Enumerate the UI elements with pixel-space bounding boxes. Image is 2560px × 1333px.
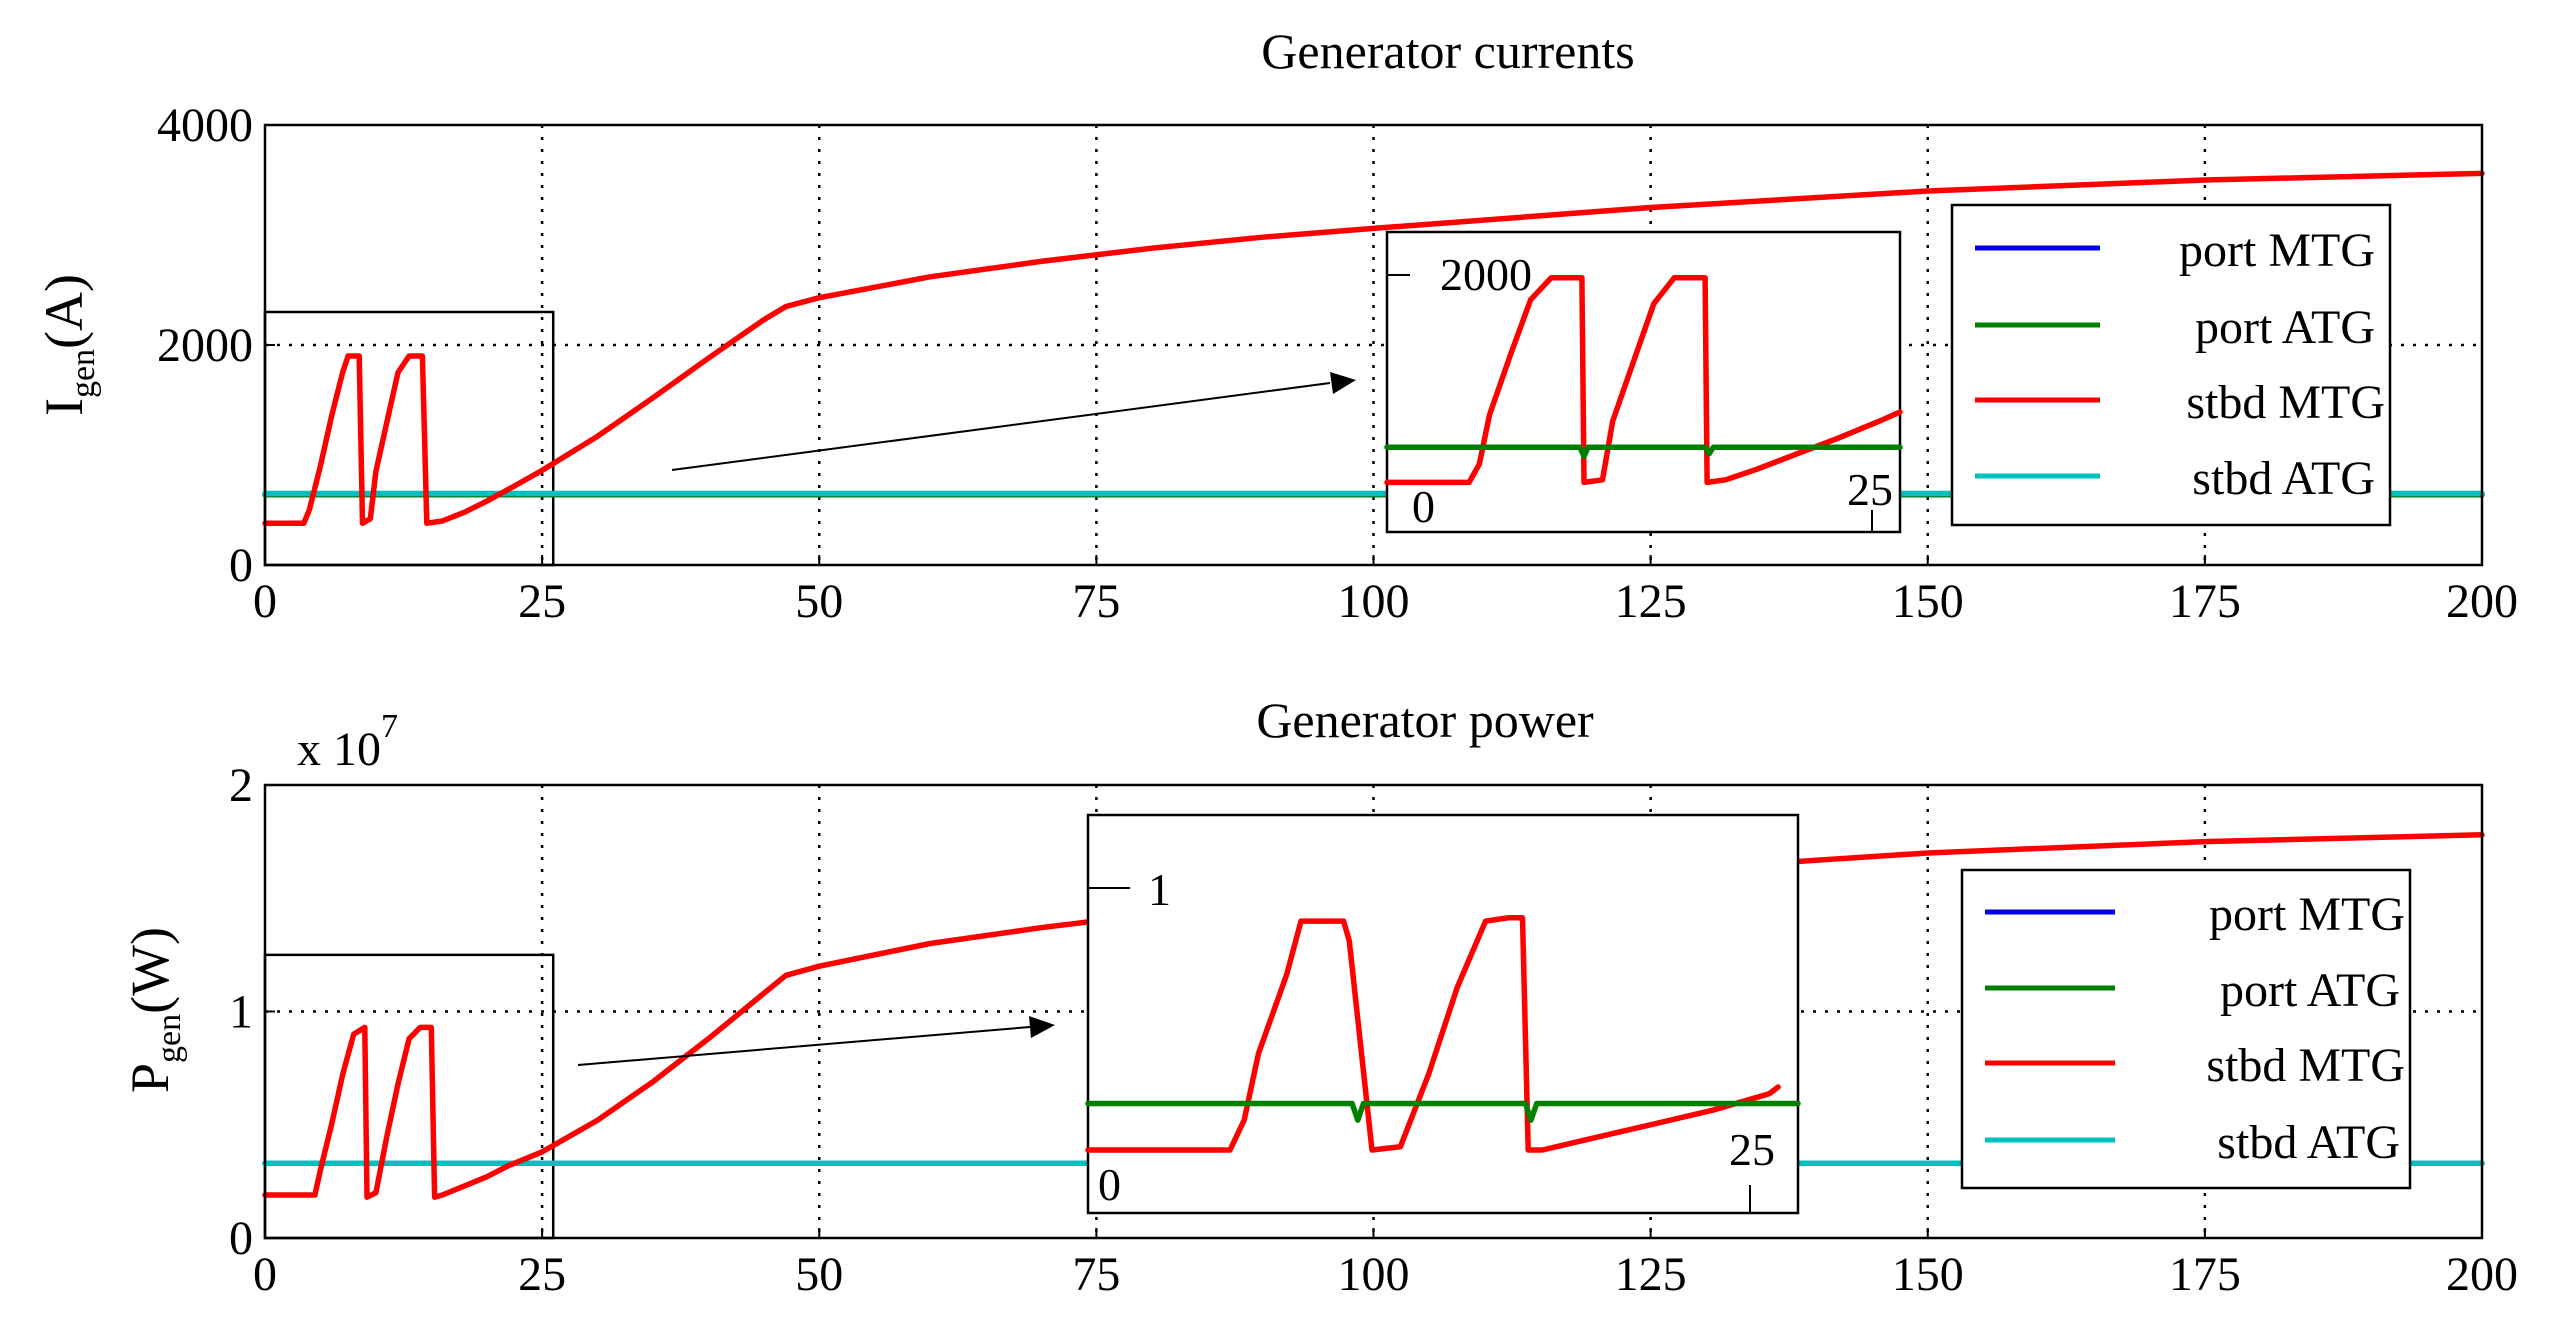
currents-xtick-label: 125 [1615, 575, 1687, 628]
currents-legend-label-stbd-atg: stbd ATG [2192, 452, 2375, 505]
currents-zoom-arrowhead [1330, 372, 1356, 394]
currents-legend-box [1950, 203, 2392, 527]
currents-inset-xtick-right: 25 [1847, 464, 1893, 515]
currents-legend-label-port-atg: port ATG [2195, 301, 2375, 354]
currents-series-stbd-mtg [262, 170, 2485, 526]
currents-ytick-label: 2000 [157, 319, 253, 372]
currents-ylabel-main: I [34, 398, 94, 416]
power-inset-xtick-left: 0 [1098, 1159, 1121, 1210]
currents-ylabel-sub: gen [65, 349, 102, 398]
power-ylabel-main: P [120, 1063, 180, 1093]
power-ylabel-unit: (W) [120, 927, 180, 1014]
svg-text:Pgen(W): Pgen(W) [120, 927, 188, 1093]
power-legend-label-port-mtg: port MTG [2209, 888, 2405, 941]
power-xtick-label: 125 [1615, 1248, 1687, 1301]
currents-panel: Generator currents 0 25 50 75 100 125 150 175 20… [34, 23, 2518, 628]
currents-inset-xtick-left: 0 [1412, 481, 1435, 532]
currents-inset: 2000 0 25 [1384, 230, 1903, 534]
power-inset: 1 0 25 [1085, 813, 1801, 1215]
power-inset-series-port-atg [1085, 1100, 1801, 1123]
power-ytick-label: 2 [229, 759, 253, 812]
currents-xtick-label: 0 [253, 575, 277, 628]
currents-inset-frame [1385, 230, 1902, 534]
currents-ytick-label: 0 [229, 539, 253, 592]
currents-xtick-label: 50 [795, 575, 843, 628]
power-inset-frame [1086, 813, 1800, 1215]
power-zoom-arrow [577, 1026, 1031, 1066]
currents-title: Generator currents [1261, 23, 1634, 79]
currents-legend-label-port-mtg: port MTG [2179, 224, 2375, 277]
power-xtick-label: 75 [1072, 1248, 1120, 1301]
power-zoom-arrowhead [1029, 1016, 1055, 1038]
power-inset-series [1085, 915, 1801, 1153]
power-xtick-label: 25 [518, 1248, 566, 1301]
currents-inset-series-stbd-mtg [1384, 274, 1903, 486]
currents-inset-ytick-label: 2000 [1440, 249, 1532, 300]
currents-xtick-label: 75 [1072, 575, 1120, 628]
power-xtick-label: 200 [2446, 1248, 2518, 1301]
power-xtick-label: 100 [1338, 1248, 1410, 1301]
power-xtick-label: 175 [2169, 1248, 2241, 1301]
power-inset-xtick-right: 25 [1729, 1124, 1775, 1175]
currents-xtick-label: 200 [2446, 575, 2518, 628]
power-panel: Generator power x 107 0 25 50 75 100 125 150 17… [120, 692, 2518, 1301]
currents-grid [265, 125, 2482, 565]
power-legend-label-port-atg: port ATG [2220, 964, 2400, 1017]
currents-xtick-label: 150 [1892, 575, 1964, 628]
currents-xtick-label: 25 [518, 575, 566, 628]
svg-text:Igen(A): Igen(A) [34, 274, 102, 416]
power-legend-label-stbd-atg: stbd ATG [2217, 1116, 2400, 1169]
power-ytick-label: 1 [229, 986, 253, 1039]
power-multiplier: x 107 [297, 708, 398, 776]
currents-ylabel-unit: (A) [34, 274, 94, 349]
power-legend-label-stbd-mtg: stbd MTG [2206, 1039, 2405, 1092]
currents-inset-series [1384, 274, 1903, 486]
currents-ytick-label: 4000 [157, 99, 253, 152]
currents-overlay-box [263, 310, 555, 567]
currents-zoom-arrow [671, 382, 1331, 471]
power-xtick-label: 0 [253, 1248, 277, 1301]
currents-xtick-label: 100 [1338, 575, 1410, 628]
power-ytick-label: 0 [229, 1212, 253, 1265]
power-legend: port MTG port ATG stbd MTG stbd ATG [1960, 868, 2412, 1190]
power-title: Generator power [1256, 692, 1594, 748]
power-ylabel: Pgen(W) [120, 927, 188, 1093]
currents-xtick-label: 175 [2169, 575, 2241, 628]
power-multiplier-exponent: 7 [381, 708, 398, 745]
currents-zoom-source-box [263, 310, 555, 567]
currents-inset-series-port-atg [1384, 444, 1903, 460]
power-inset-series-stbd-mtg [1085, 915, 1781, 1153]
power-multiplier-base: x 10 [297, 723, 381, 776]
currents-legend-label-stbd-mtg: stbd MTG [2186, 376, 2385, 429]
power-xtick-label: 50 [795, 1248, 843, 1301]
power-legend-box [1960, 868, 2412, 1190]
power-xtick-label: 150 [1892, 1248, 1964, 1301]
currents-legend: port MTG port ATG stbd MTG stbd ATG [1950, 203, 2392, 527]
currents-ylabel: Igen(A) [34, 274, 102, 416]
power-ylabel-sub: gen [151, 1014, 188, 1063]
power-inset-ytick-label: 1 [1148, 864, 1171, 915]
